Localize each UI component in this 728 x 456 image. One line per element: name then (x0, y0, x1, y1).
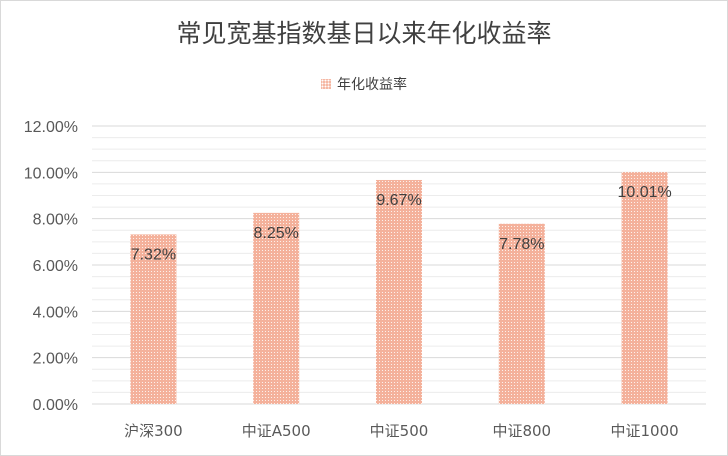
data-label: 8.25% (254, 225, 299, 242)
y-tick-label: 8.00% (33, 212, 78, 229)
x-tick-label: 中证A500 (242, 422, 311, 440)
y-tick-label: 10.00% (24, 165, 78, 182)
bar (621, 172, 668, 404)
bar (130, 234, 177, 404)
bar (253, 212, 300, 404)
data-label: 7.32% (131, 246, 176, 263)
x-tick-label: 中证800 (492, 422, 551, 440)
y-tick-label: 6.00% (33, 258, 78, 275)
y-tick-label: 4.00% (33, 304, 78, 321)
y-tick-label: 2.00% (33, 351, 78, 368)
bar (498, 223, 545, 404)
data-label: 7.78% (499, 236, 544, 253)
data-label: 9.67% (376, 192, 421, 209)
data-label: 10.01% (617, 184, 671, 201)
x-tick-label: 中证500 (370, 422, 429, 440)
y-tick-label: 0.00% (33, 397, 78, 414)
legend-swatch (321, 79, 331, 89)
y-tick-label: 12.00% (24, 119, 78, 136)
legend-label: 年化收益率 (337, 77, 407, 93)
x-tick-label: 沪深300 (124, 422, 183, 440)
bar (376, 179, 422, 404)
chart-title: 常见宽基指数基日以来年化收益率 (176, 19, 552, 48)
legend: 年化收益率 (0, 74, 728, 94)
x-tick-label: 中证1000 (611, 422, 679, 440)
